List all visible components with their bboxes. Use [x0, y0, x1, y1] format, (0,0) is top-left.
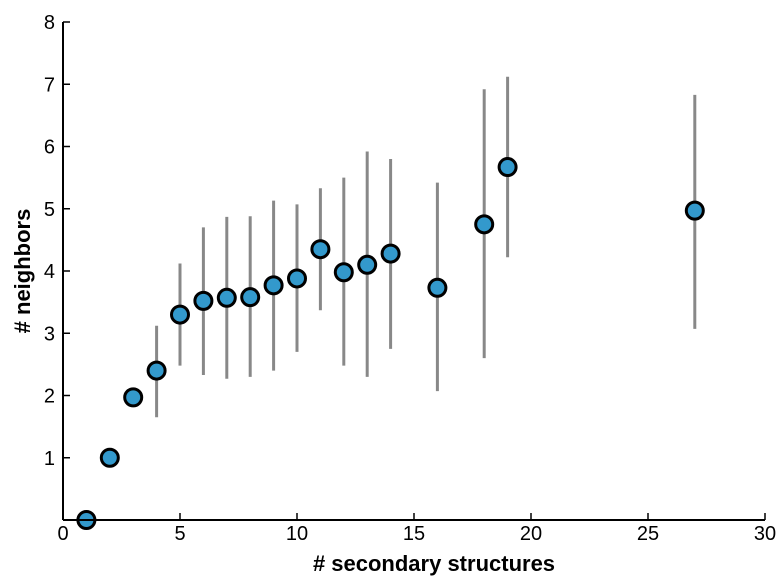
y-tick-label: 5 — [44, 199, 55, 221]
data-point — [497, 157, 518, 178]
marker-layer — [76, 157, 705, 530]
y-tick-label: 2 — [44, 386, 55, 408]
data-point — [287, 268, 307, 289]
x-tick-label: 25 — [637, 523, 659, 545]
x-tick-label: 30 — [754, 523, 776, 545]
x-ticks: 0 5 10 15 20 25 30 — [57, 513, 776, 545]
y-tick-label: 6 — [44, 137, 55, 159]
data-point — [193, 290, 214, 311]
data-point — [146, 360, 167, 381]
data-point — [170, 304, 190, 325]
x-tick-label: 20 — [520, 523, 542, 545]
y-tick-label: 3 — [44, 323, 55, 345]
y-axis-title: # neighbors — [10, 209, 35, 334]
data-point — [263, 275, 284, 296]
y-tick-label: 1 — [44, 448, 55, 470]
y-tick-label: 8 — [44, 12, 55, 34]
data-point — [357, 254, 378, 275]
data-point — [123, 387, 144, 408]
x-tick-label: 15 — [403, 523, 425, 545]
x-tick-label: 5 — [174, 523, 185, 545]
errorbar-layer — [131, 76, 697, 418]
data-point — [474, 214, 495, 235]
x-tick-label: 10 — [286, 523, 308, 545]
x-axis-title: # secondary structures — [313, 551, 555, 576]
data-point — [310, 239, 331, 260]
data-point — [99, 447, 120, 468]
data-point — [333, 262, 354, 283]
x-tick-label: 0 — [57, 523, 68, 545]
data-point — [216, 287, 237, 308]
data-point — [684, 200, 705, 221]
data-point — [380, 243, 401, 264]
axes — [62, 22, 765, 521]
data-point — [427, 277, 448, 298]
y-tick-label: 7 — [44, 74, 55, 96]
data-point — [240, 287, 261, 308]
y-tick-label: 4 — [44, 261, 55, 283]
y-ticks: 1 2 3 4 5 6 7 8 — [44, 12, 70, 470]
